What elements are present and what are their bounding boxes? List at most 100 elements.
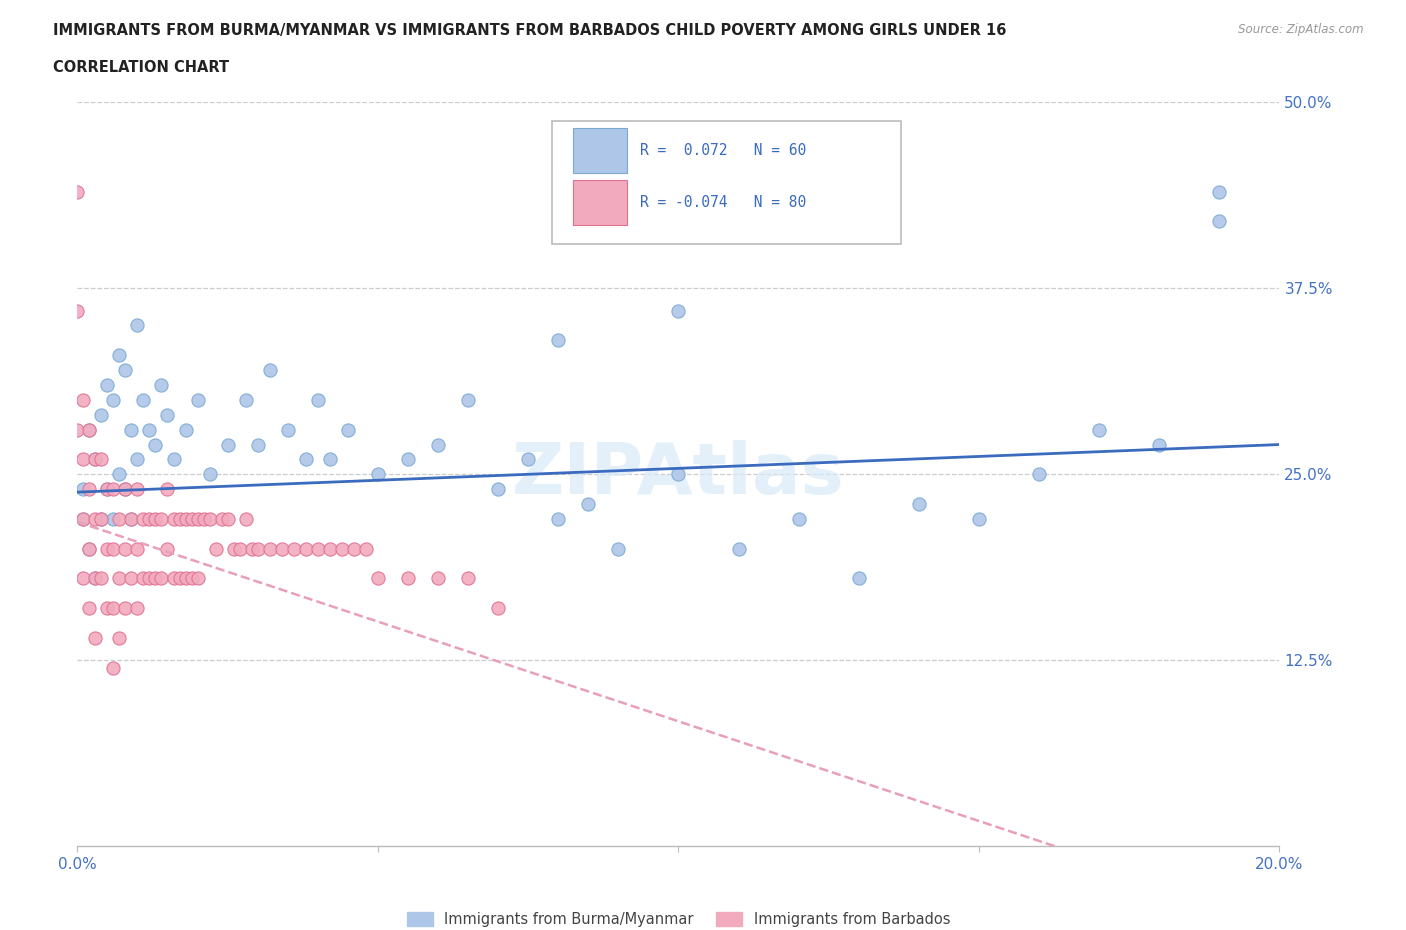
Point <box>187 512 209 526</box>
Point <box>457 571 479 586</box>
Point <box>246 541 269 556</box>
Point <box>307 541 329 556</box>
Point <box>120 422 142 437</box>
Point <box>79 422 101 437</box>
Point <box>187 571 209 586</box>
Point <box>103 660 125 675</box>
Point <box>1088 422 1111 437</box>
Point <box>727 541 749 556</box>
Point <box>319 452 342 467</box>
Point <box>114 363 136 378</box>
Point <box>84 452 107 467</box>
Point <box>66 303 89 318</box>
Point <box>517 452 540 467</box>
Text: ZIPAtlas: ZIPAtlas <box>512 440 845 509</box>
Point <box>108 512 131 526</box>
Point <box>169 512 191 526</box>
Point <box>486 601 509 616</box>
Point <box>240 541 263 556</box>
Point <box>84 571 107 586</box>
Point <box>132 571 155 586</box>
Point <box>294 541 316 556</box>
Point <box>343 541 366 556</box>
Point <box>103 541 125 556</box>
Point <box>187 392 209 407</box>
Bar <box>572 128 627 173</box>
Point <box>145 437 167 452</box>
Point <box>84 571 107 586</box>
Point <box>576 497 599 512</box>
Point <box>547 333 569 348</box>
Point <box>787 512 810 526</box>
Point <box>90 452 112 467</box>
Point <box>114 541 136 556</box>
Point <box>84 452 107 467</box>
Point <box>72 392 94 407</box>
Point <box>150 571 173 586</box>
Point <box>307 392 329 407</box>
Point <box>72 571 94 586</box>
Point <box>1149 437 1171 452</box>
Point <box>90 407 112 422</box>
Point <box>103 601 125 616</box>
Point <box>848 571 870 586</box>
Text: IMMIGRANTS FROM BURMA/MYANMAR VS IMMIGRANTS FROM BARBADOS CHILD POVERTY AMONG GI: IMMIGRANTS FROM BURMA/MYANMAR VS IMMIGRA… <box>53 23 1007 38</box>
Point <box>145 512 167 526</box>
Point <box>138 512 160 526</box>
Point <box>72 452 94 467</box>
Point <box>138 571 160 586</box>
Point <box>259 363 281 378</box>
Point <box>156 482 179 497</box>
Point <box>72 482 94 497</box>
Point <box>174 512 197 526</box>
Point <box>96 482 118 497</box>
Point <box>270 541 292 556</box>
Point <box>330 541 353 556</box>
Point <box>354 541 377 556</box>
Point <box>96 482 118 497</box>
Point <box>84 512 107 526</box>
Point <box>90 512 112 526</box>
Point <box>90 571 112 586</box>
Point <box>79 601 101 616</box>
Point <box>66 422 89 437</box>
Point <box>103 392 125 407</box>
Point <box>120 512 142 526</box>
Point <box>607 541 630 556</box>
Point <box>150 512 173 526</box>
Point <box>96 601 118 616</box>
Point <box>156 407 179 422</box>
Point <box>235 512 257 526</box>
Point <box>427 437 450 452</box>
Point <box>169 571 191 586</box>
Point <box>1208 214 1230 229</box>
Point <box>174 571 197 586</box>
Point <box>228 541 250 556</box>
Point <box>132 512 155 526</box>
Point <box>114 482 136 497</box>
Point <box>114 482 136 497</box>
Point <box>114 601 136 616</box>
Point <box>66 184 89 199</box>
Point <box>668 467 690 482</box>
Point <box>150 378 173 392</box>
Point <box>486 482 509 497</box>
Point <box>108 348 131 363</box>
Point <box>72 512 94 526</box>
Text: Source: ZipAtlas.com: Source: ZipAtlas.com <box>1239 23 1364 36</box>
Point <box>396 452 419 467</box>
Point <box>367 467 389 482</box>
Point <box>259 541 281 556</box>
Point <box>79 482 101 497</box>
Point <box>72 512 94 526</box>
Point <box>162 512 184 526</box>
Point <box>127 541 149 556</box>
Point <box>396 571 419 586</box>
Point <box>127 601 149 616</box>
Point <box>103 482 125 497</box>
Point <box>96 541 118 556</box>
Bar <box>572 180 627 225</box>
Point <box>211 512 233 526</box>
Point <box>246 437 269 452</box>
Point <box>198 467 221 482</box>
